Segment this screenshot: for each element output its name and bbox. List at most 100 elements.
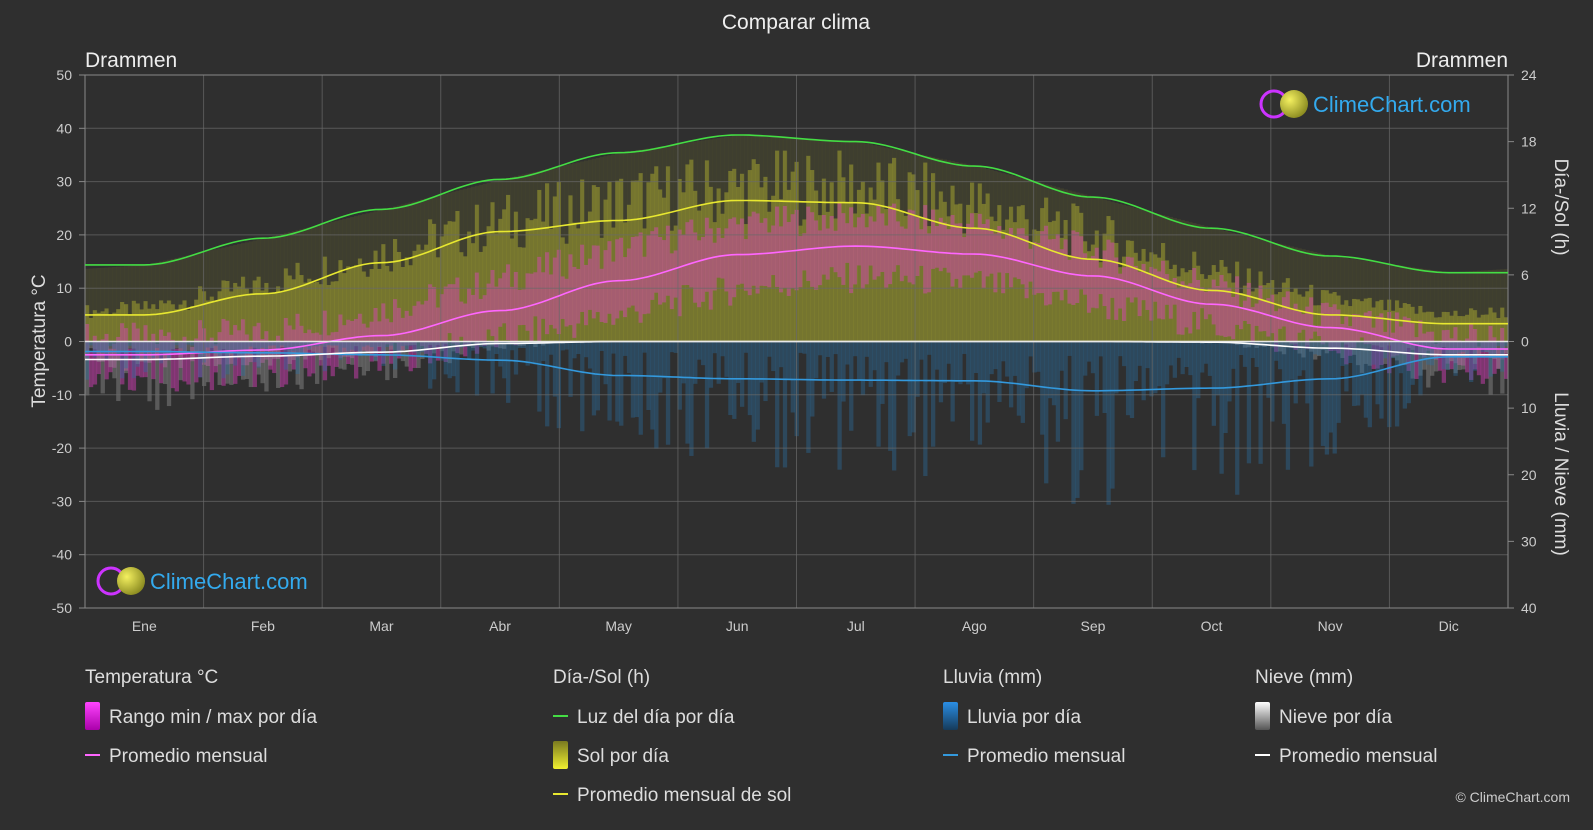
rain-band [1227,342,1231,402]
rain-band [221,342,225,379]
rain-band [432,342,436,380]
y-right-bottom-tick-label: 20 [1521,467,1537,483]
y-right-top-tick-label: 18 [1521,134,1537,150]
rain-band [1005,342,1009,377]
temp-range-band [849,207,853,293]
rain-band [1266,342,1270,398]
temp-range-band [1297,311,1301,332]
copyright: © ClimeChart.com [1455,789,1570,805]
rain-band [1286,342,1290,470]
rain-band [1336,342,1340,423]
temp-range-band [779,226,783,292]
rain-band [658,342,662,393]
rain-band [1231,342,1235,369]
rain-band [1208,342,1212,376]
temp-range-band [1247,283,1251,324]
temp-range-band [674,250,678,297]
rain-band [257,342,261,368]
rain-band [853,342,857,357]
rain-band [619,342,623,426]
sun-band [128,314,132,341]
rain-band [1157,342,1161,387]
temp-range-band [553,258,557,329]
rain-band [966,342,970,385]
temp-range-band [1227,288,1231,337]
rain-band [1032,342,1036,373]
y-right-bottom-tick-label: 40 [1521,600,1537,616]
temp-range-band [1138,272,1142,316]
sun-band [245,289,249,342]
temp-range-band [1103,250,1107,306]
sun-band [249,294,253,341]
sun-band [101,311,105,341]
sun-band [1450,316,1454,342]
rain-band [194,342,198,351]
rain-band [1067,342,1071,356]
temp-range-band [931,210,935,269]
sun-band [303,283,307,342]
rain-band [147,342,151,351]
rain-band [292,342,296,352]
temp-range-band [1235,276,1239,325]
location-right: Drammen [1416,49,1508,72]
rain-band [892,342,896,471]
watermark-text-bottom: ClimeChart.com [150,569,308,594]
temp-range-band [837,202,841,277]
rain-band [997,342,1001,402]
temp-range-band [861,214,865,289]
rain-band [1025,342,1029,389]
rain-band [931,342,935,447]
temp-range-band [576,269,580,324]
temp-range-band [483,295,487,346]
y-left-tick-label: -10 [52,387,72,403]
temp-range-band [681,235,685,285]
rain-band [834,342,838,355]
temp-range-band [1356,314,1360,340]
temp-range-band [802,233,806,270]
rain-band [1188,342,1192,376]
sun-band [268,293,272,342]
temp-range-band [510,287,514,344]
rain-band [498,342,502,367]
rain-band [989,342,993,375]
rain-band [639,342,643,435]
rain-band [896,342,900,376]
sun-band [89,318,93,342]
rain-band [1481,342,1485,353]
rain-band [767,342,771,357]
temp-range-band [529,274,533,342]
rain-band [1247,342,1251,464]
rain-band [276,342,280,349]
temp-range-band [459,302,463,337]
temp-range-band [1258,286,1262,332]
temp-range-band [1301,314,1305,330]
rain-band [724,342,728,377]
legend-group-title: Temperatura °C [85,667,218,688]
rain-band [1028,342,1032,357]
rain-band [689,342,693,456]
rain-band [1009,342,1013,408]
rain-band [362,342,366,347]
temp-range-band [494,287,498,348]
rain-band [112,342,116,349]
y-right-bottom-tick-label: 10 [1521,400,1537,416]
rain-band [787,342,791,380]
y-right-top-tick-label: 6 [1521,267,1529,283]
rain-band [490,342,494,394]
temp-range-band [498,278,502,326]
sun-band [214,301,218,341]
rain-band [198,342,202,378]
rain-band [923,342,927,477]
rain-band [732,342,736,419]
rain-band [1457,342,1461,353]
rain-band [884,342,888,363]
y-left-tick-label: -50 [52,600,72,616]
temp-range-band [962,237,966,275]
sun-band [1438,317,1442,341]
temp-range-band [420,304,424,346]
temp-range-band [1025,236,1029,298]
temp-range-band [818,230,822,285]
x-tick-label: Dic [1439,618,1459,634]
rain-band [1192,342,1196,471]
temp-range-band [841,213,845,285]
